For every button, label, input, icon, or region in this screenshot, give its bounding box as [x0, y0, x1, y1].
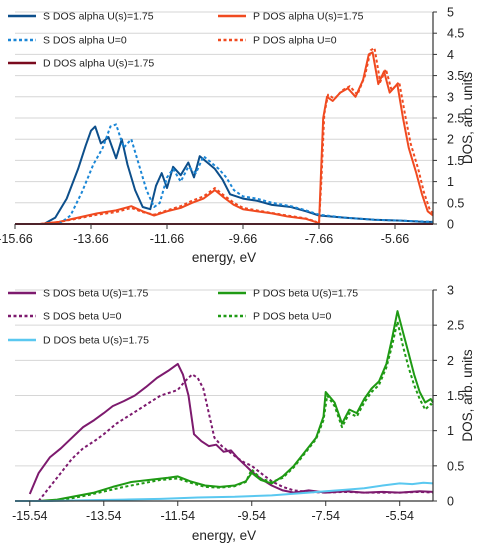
y-tick-label-4: 2 [447, 133, 454, 147]
legend-label-4: D DOS beta U(s)=1.75 [43, 335, 149, 347]
y-tick-label-1: 0.5 [447, 196, 464, 210]
y-tick-label-0: 0 [447, 495, 454, 509]
x-tick-label-1: -13.66 [73, 232, 108, 246]
x-tick-label-3: -9.66 [229, 232, 258, 246]
x-tick-label-5: -5.66 [381, 232, 410, 246]
legend-label-2: S DOS alpha U=0 [43, 35, 127, 47]
y-tick-label-4: 2 [447, 354, 454, 368]
legend-label-2: S DOS beta U=0 [43, 311, 122, 323]
y-tick-label-3: 1.5 [447, 389, 464, 403]
y-axis-label: DOS, arb. units [460, 349, 475, 442]
y-tick-label-6: 3 [447, 284, 454, 298]
y-tick-label-3: 1.5 [447, 154, 464, 168]
x-tick-label-3: -9.54 [237, 509, 266, 523]
x-tick-label-2: -11.66 [150, 232, 185, 246]
y-tick-label-9: 4.5 [447, 27, 464, 41]
x-tick-label-4: -7.54 [311, 509, 340, 523]
legend-label-1: P DOS beta U(s)=1.75 [253, 288, 358, 300]
legend-label-0: S DOS alpha U(s)=1.75 [43, 11, 154, 23]
y-tick-label-5: 2.5 [447, 112, 464, 126]
legend-label-3: P DOS alpha U=0 [253, 35, 337, 47]
x-tick-label-1: -13.54 [86, 509, 121, 523]
y-tick-label-6: 3 [447, 90, 454, 104]
series-line-3 [49, 320, 434, 502]
series-line-3 [39, 47, 434, 225]
y-tick-label-10: 5 [447, 6, 454, 20]
y-tick-label-1: 0.5 [447, 459, 464, 473]
series-line-4 [15, 481, 434, 502]
y-tick-label-7: 3.5 [447, 69, 464, 83]
x-tick-label-2: -11.54 [161, 509, 196, 523]
y-tick-label-5: 2.5 [447, 319, 464, 333]
y-axis-label: DOS, arb. units [460, 72, 475, 165]
chart-beta: -15.54 -13.54 -11.54 -9.54 -7.54 -5.54 0 0.5 1 1.… [8, 284, 475, 543]
series-line-0 [28, 362, 434, 495]
series-line-0 [43, 125, 433, 225]
series-line-2 [37, 373, 434, 502]
x-tick-label-0: -15.54 [12, 509, 47, 523]
x-tick-label-0: -15.66 [0, 232, 33, 246]
x-axis-label: energy, eV [192, 250, 256, 265]
legend-label-0: S DOS beta U(s)=1.75 [43, 288, 148, 300]
legend-label-3: P DOS beta U=0 [253, 311, 331, 323]
y-tick-label-2: 1 [447, 175, 454, 189]
chart-alpha: -15.66 -13.66 -11.66 -9.66 -7.66 -5.66 0 0.5 1 1.… [0, 6, 475, 266]
x-tick-label-5: -5.54 [385, 509, 414, 523]
y-tick-label-0: 0 [447, 218, 454, 232]
y-tick-label-2: 1 [447, 424, 454, 438]
x-axis-label: energy, eV [192, 528, 256, 543]
y-tick-label-8: 4 [447, 48, 454, 62]
series-line-2 [58, 123, 434, 225]
legend-label-4: D DOS alpha U(s)=1.75 [43, 58, 154, 70]
x-tick-label-4: -7.66 [305, 232, 334, 246]
legend-label-1: P DOS alpha U(s)=1.75 [253, 11, 364, 23]
